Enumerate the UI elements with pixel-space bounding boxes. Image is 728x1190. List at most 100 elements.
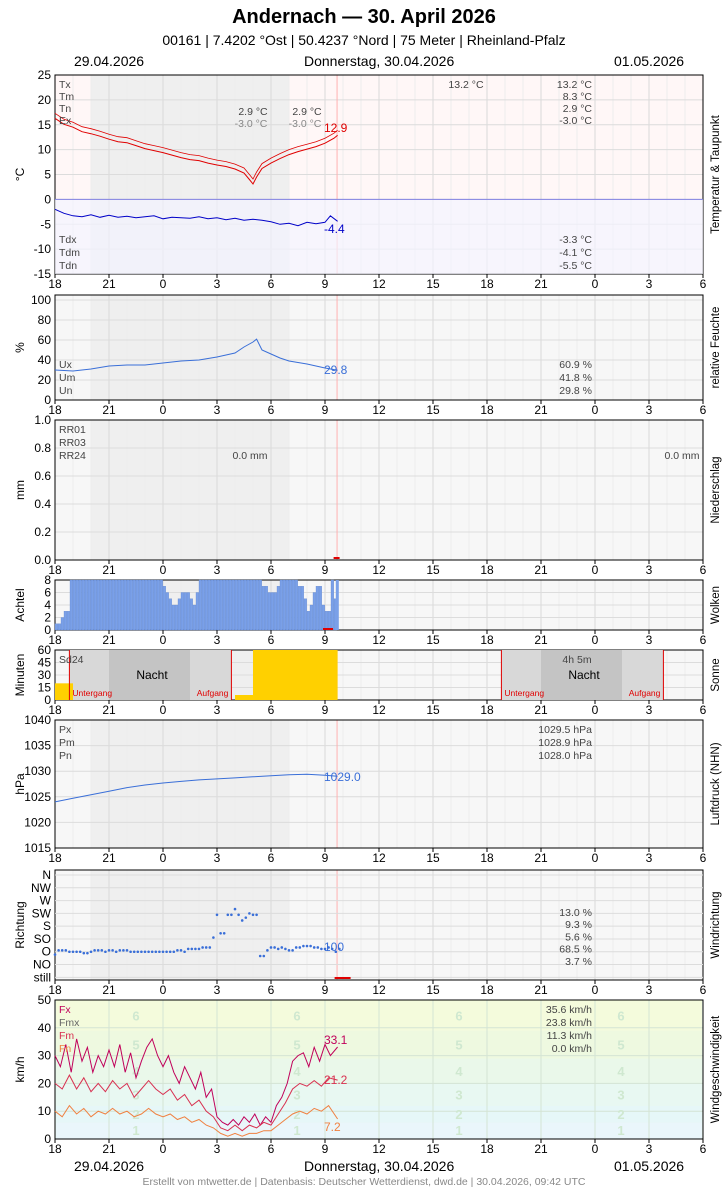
direction-point xyxy=(89,950,93,954)
x-tick-label: 0 xyxy=(592,851,599,865)
cloud-bar xyxy=(165,592,169,631)
direction-point xyxy=(64,949,68,952)
x-tick-label: 15 xyxy=(426,1142,440,1156)
cloud-bar xyxy=(303,598,307,631)
cloud-bar xyxy=(87,579,91,631)
y-tick-label: 80 xyxy=(38,313,52,327)
temperature-max-line xyxy=(54,112,338,180)
x-tick-label: 6 xyxy=(700,403,707,417)
annotation: -3.0 °C xyxy=(235,118,268,130)
cloud-bar xyxy=(114,579,118,631)
y-tick-label: 60 xyxy=(38,333,52,347)
stat-value: 9.3 % xyxy=(565,919,592,931)
cloud-bar xyxy=(144,579,148,631)
x-tick-label: 18 xyxy=(480,1142,494,1156)
stat-value: 3.7 % xyxy=(565,956,592,968)
x-tick-label: 12 xyxy=(372,983,386,997)
direction-point xyxy=(96,949,100,952)
direction-point xyxy=(201,946,204,949)
x-tick-label: 3 xyxy=(214,403,221,417)
x-tick-label: 3 xyxy=(214,277,221,291)
footer-credits: Erstellt von mtwetter.de | Datenbasis: D… xyxy=(142,1176,586,1188)
cloud-bar xyxy=(255,579,259,631)
x-tick-label: 3 xyxy=(214,563,221,577)
cloud-bar xyxy=(54,623,58,631)
mean-line xyxy=(54,1104,339,1137)
direction-point xyxy=(107,949,111,952)
legend-entry: Fmx xyxy=(59,1017,80,1029)
direction-point xyxy=(320,947,323,951)
sunrise-label: Aufgang xyxy=(629,688,661,698)
legend-entry: Sd24 xyxy=(59,654,84,666)
cloud-bar xyxy=(327,611,331,631)
y-tick-label: 8 xyxy=(44,573,51,587)
night-shading xyxy=(91,870,289,980)
x-tick-label: 21 xyxy=(534,633,548,647)
last-humidity: 29.8 xyxy=(324,363,348,377)
y-tick-label: 10 xyxy=(38,143,52,157)
x-tick-label: 15 xyxy=(426,403,440,417)
x-tick-label: 6 xyxy=(700,633,707,647)
beaufort-number: 2 xyxy=(455,1107,462,1122)
stat-value: 35.6 km/h xyxy=(546,1004,592,1016)
x-tick-label: 3 xyxy=(646,851,653,865)
stat-value: 2.9 °C xyxy=(563,103,593,115)
direction-label: still xyxy=(34,970,51,984)
beaufort-number: 5 xyxy=(617,1037,624,1052)
direction-point xyxy=(168,950,172,954)
panel-1: 18 21 0 3 6 9 12 15 18 21 0 3 6 relative Feuchte% 100 8… xyxy=(13,293,722,417)
beaufort-number: 2 xyxy=(293,1107,300,1122)
night-shading xyxy=(91,295,289,400)
beaufort-number: 6 xyxy=(617,1008,624,1023)
stat-value: -5.5 °C xyxy=(559,260,592,272)
x-tick-label: 18 xyxy=(48,403,62,417)
direction-point xyxy=(258,954,262,958)
legend-entry: Tdm xyxy=(59,247,80,259)
x-tick-label: 6 xyxy=(700,851,707,865)
direction-point xyxy=(334,950,338,954)
y-tick-label: 15 xyxy=(38,681,52,695)
direction-point xyxy=(104,950,107,954)
date-prev-bottom: 29.04.2026 xyxy=(74,1158,145,1174)
y-tick-label: 0 xyxy=(44,192,51,206)
panel-side-label: Windgeschwindigkeit xyxy=(710,1015,722,1123)
panel-0: 18 21 0 3 6 9 12 15 18 21 0 3 6 Temperatur & Taupunkt… xyxy=(13,68,722,291)
y-tick-label: 6 xyxy=(44,586,51,600)
beaufort-number: 1 xyxy=(455,1123,462,1138)
y-axis-label: mm xyxy=(13,480,27,500)
beaufort-number: 6 xyxy=(455,1008,462,1023)
direction-point xyxy=(125,949,129,952)
legend-entry: Tm xyxy=(59,91,74,103)
y-tick-label: 1015 xyxy=(24,841,51,855)
direction-point xyxy=(298,946,302,949)
cloud-bar xyxy=(75,579,79,631)
x-tick-label: 9 xyxy=(322,703,329,717)
cloud-bar xyxy=(201,579,205,631)
direction-point xyxy=(183,950,186,954)
direction-point xyxy=(291,949,294,952)
direction-label: N xyxy=(42,868,51,882)
x-tick-label: 3 xyxy=(646,703,653,717)
cloud-bar xyxy=(312,592,316,631)
direction-point xyxy=(186,947,190,951)
direction-point xyxy=(71,950,75,954)
cloud-bar xyxy=(285,579,289,631)
legend-entry: RR24 xyxy=(59,450,86,462)
x-tick-label: 0 xyxy=(592,563,599,577)
y-tick-label: 5 xyxy=(44,168,51,182)
cloud-bar xyxy=(63,611,67,631)
cloud-bar xyxy=(129,579,133,631)
x-tick-label: 18 xyxy=(480,633,494,647)
cloud-bar xyxy=(288,579,292,631)
legend-entry: Fn xyxy=(59,1043,71,1055)
x-tick-label: 6 xyxy=(268,1142,275,1156)
direction-point xyxy=(204,946,208,949)
direction-point xyxy=(330,947,334,951)
cloud-bar xyxy=(177,598,181,631)
y-tick-label: 0 xyxy=(44,1132,51,1146)
y-tick-label: 0.4 xyxy=(34,497,51,511)
direction-point xyxy=(294,946,298,949)
x-tick-label: 18 xyxy=(48,851,62,865)
x-tick-label: 6 xyxy=(700,1142,707,1156)
cloud-bar xyxy=(78,579,82,631)
